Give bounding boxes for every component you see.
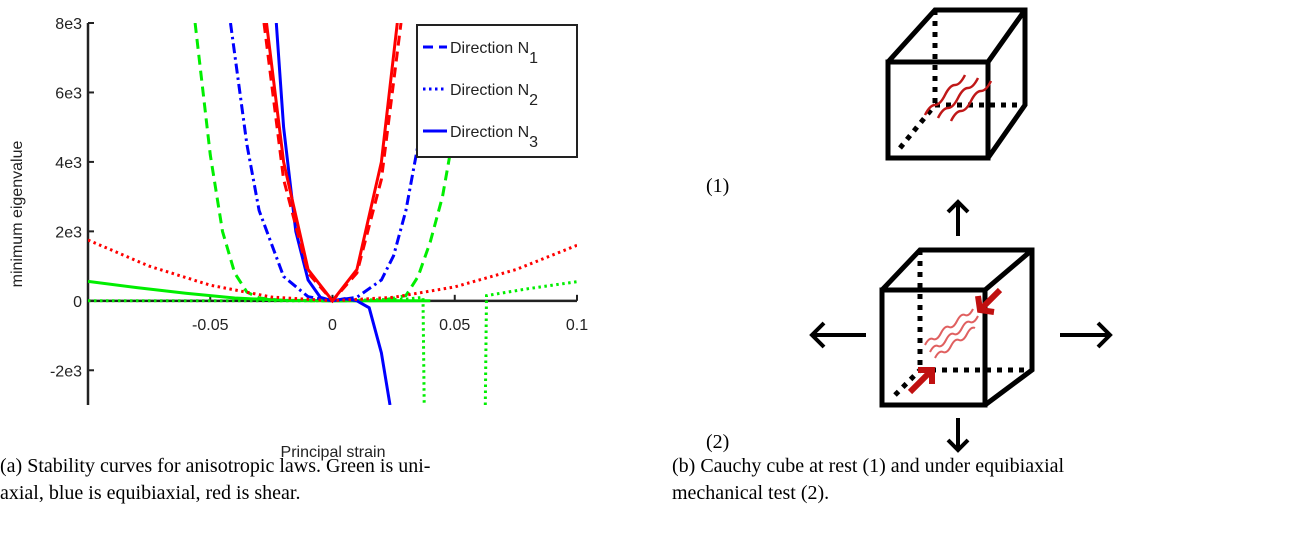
y-tick-label: 4e3 xyxy=(55,155,82,172)
curve xyxy=(88,279,431,303)
legend-subscript: 2 xyxy=(529,92,538,109)
x-tick-label: 0.1 xyxy=(566,317,588,334)
arrows-load xyxy=(809,321,1113,453)
arrow-up xyxy=(946,199,970,236)
x-tick-label: 0 xyxy=(328,317,337,334)
caption-line: (a) Stability curves for anisotropic law… xyxy=(0,455,430,477)
legend-label: Direction N2 xyxy=(450,82,538,109)
caption-line: axial, blue is equibiaxial, red is shear… xyxy=(0,482,300,504)
plot-area xyxy=(88,23,577,405)
diagram-label: (1) xyxy=(706,175,729,197)
legend-label: Direction N3 xyxy=(450,124,538,151)
caption-line: mechanical test (2). xyxy=(672,482,829,504)
caption-line: (b) Cauchy cube at rest (1) and under eq… xyxy=(672,455,1065,477)
cube-test xyxy=(879,247,1035,408)
x-axis-label: Principal strain xyxy=(281,444,386,461)
curve xyxy=(229,23,432,303)
legend-text: Direction N xyxy=(450,82,529,99)
y-tick-label: 2e3 xyxy=(55,224,82,241)
curve xyxy=(88,280,577,405)
legend-subscript: 3 xyxy=(529,134,538,151)
cube-rest xyxy=(885,7,1028,161)
legend-text: Direction N xyxy=(450,40,529,57)
legend-label: Direction N1 xyxy=(450,40,538,67)
legend-subscript: 1 xyxy=(529,50,538,67)
x-tick-label: 0.05 xyxy=(439,317,470,334)
y-axis-label: minimum eigenvalue xyxy=(9,141,26,288)
y-tick-label: 6e3 xyxy=(55,85,82,102)
diagram-label: (2) xyxy=(706,431,729,453)
y-tick-label: -2e3 xyxy=(50,363,82,380)
x-tick-label: -0.05 xyxy=(192,317,229,334)
legend-text: Direction N xyxy=(450,124,529,141)
curve xyxy=(193,23,464,303)
curve xyxy=(265,23,399,304)
y-tick-label: 0 xyxy=(73,294,82,311)
y-tick-label: 8e3 xyxy=(55,16,82,33)
